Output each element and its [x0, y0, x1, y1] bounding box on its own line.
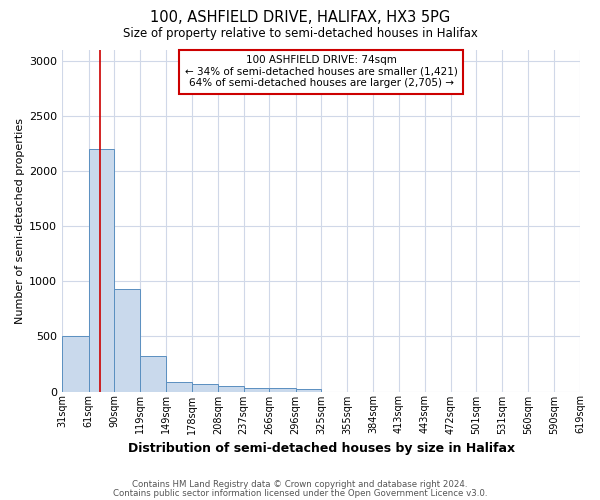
Text: 100 ASHFIELD DRIVE: 74sqm
← 34% of semi-detached houses are smaller (1,421)
64% : 100 ASHFIELD DRIVE: 74sqm ← 34% of semi-… — [185, 55, 458, 88]
Bar — [62, 336, 89, 392]
Bar — [269, 388, 296, 392]
Text: Contains HM Land Registry data © Crown copyright and database right 2024.: Contains HM Land Registry data © Crown c… — [132, 480, 468, 489]
Y-axis label: Number of semi-detached properties: Number of semi-detached properties — [15, 118, 25, 324]
Bar — [89, 149, 114, 392]
Bar — [244, 388, 269, 392]
Text: Size of property relative to semi-detached houses in Halifax: Size of property relative to semi-detach… — [122, 28, 478, 40]
Bar — [191, 384, 218, 392]
Text: Contains public sector information licensed under the Open Government Licence v3: Contains public sector information licen… — [113, 490, 487, 498]
Text: 100, ASHFIELD DRIVE, HALIFAX, HX3 5PG: 100, ASHFIELD DRIVE, HALIFAX, HX3 5PG — [150, 10, 450, 25]
X-axis label: Distribution of semi-detached houses by size in Halifax: Distribution of semi-detached houses by … — [128, 442, 515, 455]
Bar — [218, 386, 244, 392]
Bar — [166, 382, 191, 392]
Bar — [296, 389, 321, 392]
Bar — [140, 356, 166, 392]
Bar — [114, 289, 140, 392]
